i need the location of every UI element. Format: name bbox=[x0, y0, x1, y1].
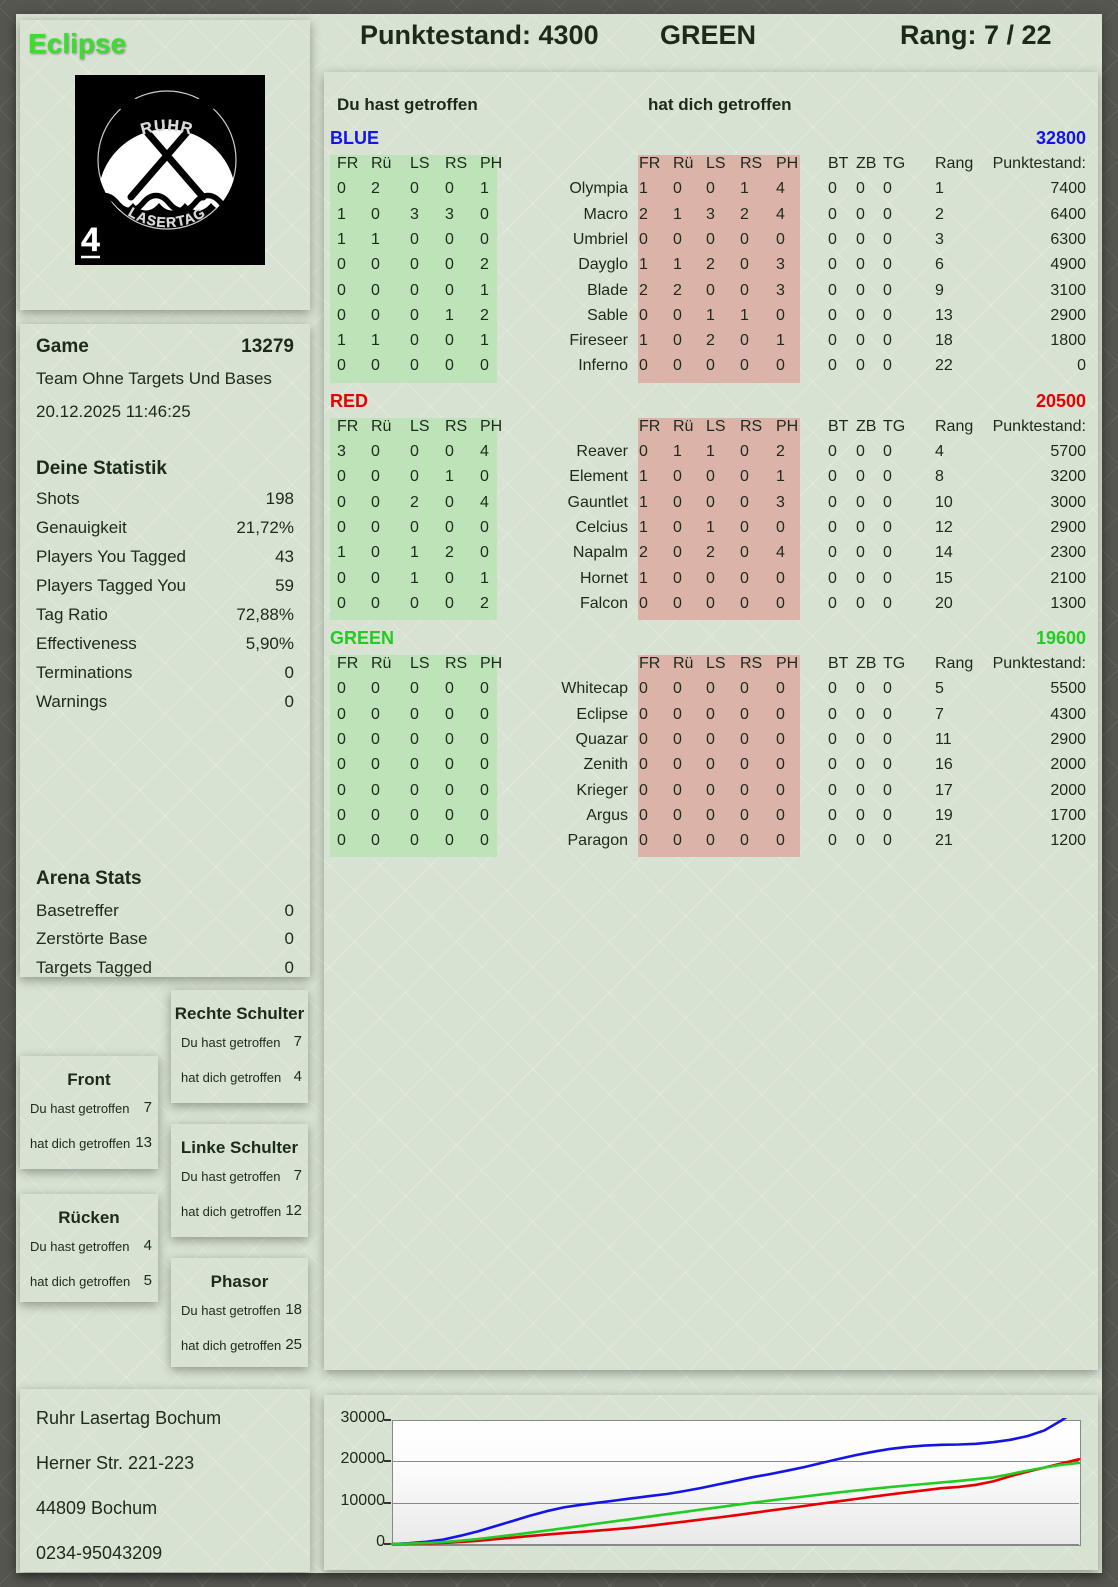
svg-text:4: 4 bbox=[81, 221, 100, 259]
